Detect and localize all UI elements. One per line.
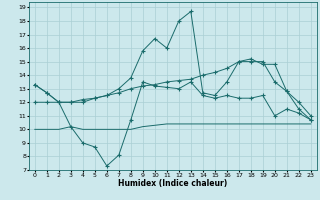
X-axis label: Humidex (Indice chaleur): Humidex (Indice chaleur)	[118, 179, 228, 188]
